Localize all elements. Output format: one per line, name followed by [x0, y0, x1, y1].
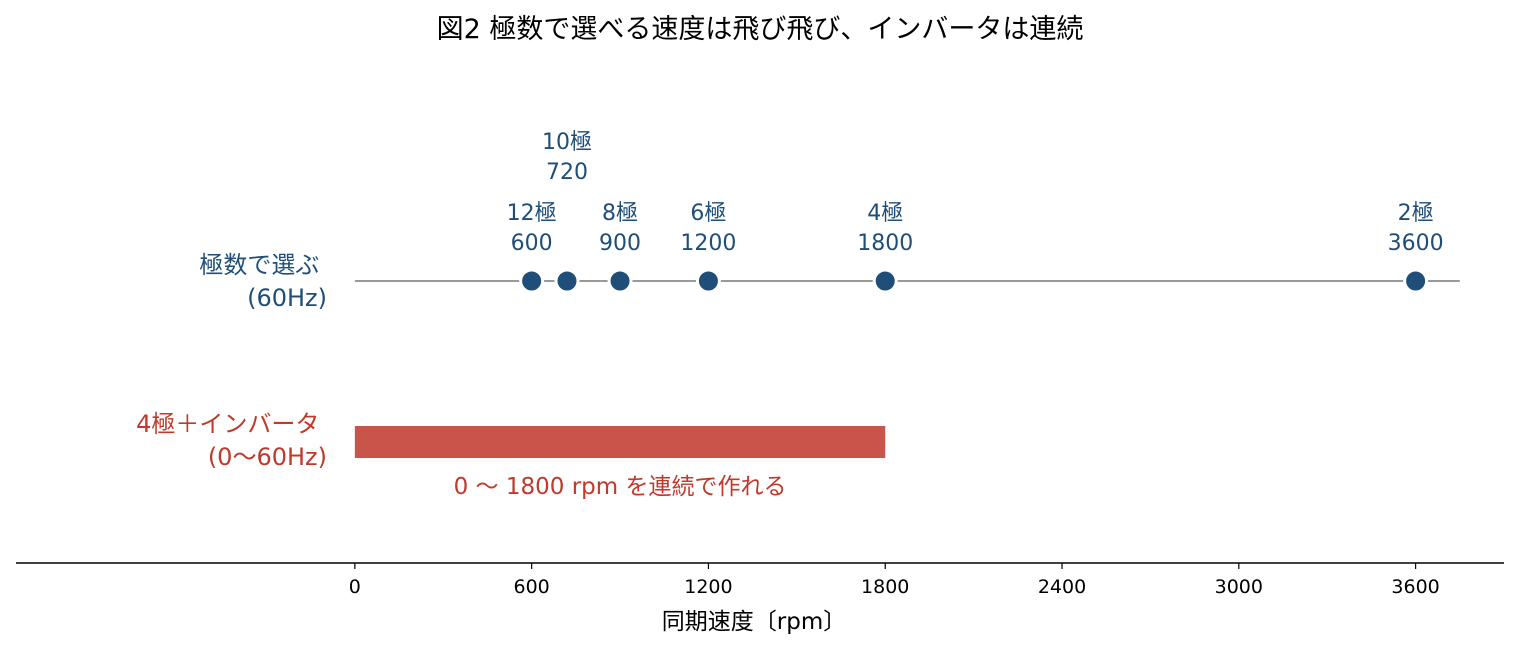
- inverter-speed-row: 4極＋インバータ (0〜60Hz) 0 〜 1800 rpm を連続で作れる: [136, 410, 886, 500]
- inverter-row-label-line1: 4極＋インバータ: [136, 410, 319, 438]
- rpm-label-1800: 1800: [857, 231, 913, 256]
- discrete-row-label: 極数で選ぶ (60Hz): [199, 251, 327, 312]
- x-tick-label-1800: 1800: [861, 576, 909, 598]
- rpm-label-1200: 1200: [680, 231, 736, 256]
- x-tick-label-600: 600: [514, 576, 550, 598]
- x-tick-label-3600: 3600: [1391, 576, 1439, 598]
- discrete-speed-row: 極数で選ぶ (60Hz) 12極 600 10極 720 8極 900 6極 1200 4極 18…: [199, 130, 1460, 312]
- x-tick-label-3000: 3000: [1215, 576, 1263, 598]
- pole-label-1800: 4極: [867, 201, 903, 226]
- discrete-row-label-line1: 極数で選ぶ: [199, 251, 319, 279]
- x-tick-label-1200: 1200: [684, 576, 732, 598]
- inverter-range-annotation: 0 〜 1800 rpm を連続で作れる: [454, 474, 787, 500]
- discrete-row-label-line2: (60Hz): [247, 284, 327, 312]
- rpm-label-600: 600: [511, 231, 553, 256]
- inverter-row-label: 4極＋インバータ (0〜60Hz): [136, 410, 327, 471]
- speed-point-3600: [1403, 268, 1429, 294]
- x-axis-label: 同期速度〔rpm〕: [662, 609, 846, 635]
- pole-label-720: 10極: [542, 130, 592, 155]
- speed-point-1800: [872, 268, 898, 294]
- inverter-range-bar: [354, 426, 886, 458]
- x-tick-label-0: 0: [349, 576, 361, 598]
- rpm-label-720: 720: [546, 160, 588, 185]
- rpm-label-3600: 3600: [1388, 231, 1444, 256]
- speed-point-720: [554, 268, 580, 294]
- speed-point-600: [519, 268, 545, 294]
- speed-point-900: [607, 268, 633, 294]
- pole-label-1200: 6極: [690, 201, 726, 226]
- x-axis: 0 600 1200 1800 2400 3000 3600: [16, 562, 1504, 598]
- rpm-label-900: 900: [599, 231, 641, 256]
- pole-label-900: 8極: [602, 201, 638, 226]
- speed-point-1200: [695, 268, 721, 294]
- chart-title: 図2 極数で選べる速度は飛び飛び、インバータは連続: [437, 14, 1084, 45]
- pole-label-600: 12極: [507, 201, 557, 226]
- inverter-row-label-line2: (0〜60Hz): [208, 443, 327, 471]
- x-tick-label-2400: 2400: [1038, 576, 1086, 598]
- pole-label-3600: 2極: [1398, 201, 1434, 226]
